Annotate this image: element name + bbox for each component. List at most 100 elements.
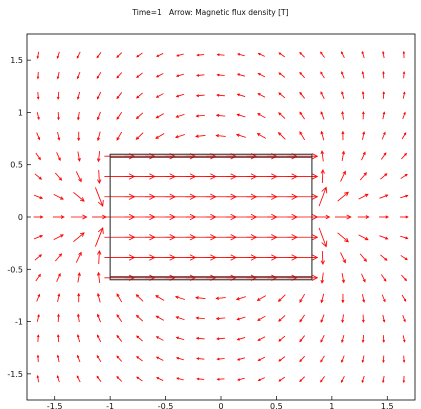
field-arrow xyxy=(237,53,245,57)
field-arrow xyxy=(402,375,406,384)
field-arrow xyxy=(56,51,60,59)
field-arrow xyxy=(136,72,143,78)
field-arrow xyxy=(340,252,346,264)
field-arrow xyxy=(379,215,390,219)
field-arrow xyxy=(402,314,406,323)
field-arrow xyxy=(320,150,325,162)
field-arrow xyxy=(315,214,331,220)
field-arrow xyxy=(155,295,165,301)
field-arrow xyxy=(175,73,185,78)
field-arrow xyxy=(135,314,144,322)
field-arrow xyxy=(116,355,123,362)
field-arrow xyxy=(96,131,101,142)
field-arrow xyxy=(53,193,64,200)
field-arrow xyxy=(382,355,385,364)
field-arrow xyxy=(381,294,386,303)
field-arrow xyxy=(116,112,123,120)
field-arrow xyxy=(216,53,225,57)
y-tick-label: 0.5 xyxy=(10,161,23,170)
field-arrow xyxy=(257,356,266,361)
field-arrow xyxy=(382,375,385,384)
field-arrow xyxy=(174,295,186,300)
field-arrow xyxy=(257,93,266,98)
field-arrow xyxy=(299,71,305,79)
field-arrow xyxy=(358,234,369,241)
field-arrow xyxy=(341,150,346,161)
field-arrow xyxy=(361,314,365,323)
field-arrow xyxy=(401,132,407,140)
field-arrow xyxy=(97,250,102,265)
field-arrow xyxy=(155,113,164,119)
field-arrow xyxy=(358,193,369,200)
field-arrow xyxy=(36,51,40,59)
field-arrow xyxy=(402,71,406,79)
field-arrow xyxy=(237,377,245,381)
field-arrow xyxy=(36,112,40,121)
field-arrow xyxy=(156,53,164,57)
field-arrow xyxy=(36,92,40,100)
field-arrow xyxy=(402,355,406,363)
field-arrow xyxy=(176,53,184,57)
field-arrow xyxy=(320,51,325,58)
field-arrow xyxy=(341,375,345,383)
field-arrow xyxy=(77,131,81,142)
field-arrow xyxy=(320,130,325,141)
field-arrow xyxy=(382,335,386,343)
field-arrow xyxy=(341,91,345,100)
field-arrow xyxy=(382,91,386,99)
field-arrow xyxy=(341,334,345,343)
field-arrow xyxy=(35,152,41,161)
field-arrow xyxy=(337,191,349,202)
field-arrow xyxy=(155,315,164,321)
field-arrow xyxy=(362,131,366,140)
field-arrow xyxy=(361,355,365,364)
field-arrow xyxy=(320,376,325,383)
field-arrow xyxy=(382,50,385,59)
field-arrow xyxy=(361,375,365,384)
field-arrow xyxy=(257,336,266,341)
field-arrow xyxy=(402,50,406,59)
field-arrow xyxy=(380,152,387,160)
field-arrow xyxy=(54,253,63,262)
field-arrow xyxy=(340,170,346,182)
field-arrow xyxy=(96,71,102,79)
field-arrow xyxy=(362,294,366,303)
field-arrow xyxy=(361,50,365,59)
field-arrow xyxy=(215,134,226,138)
field-arrow xyxy=(56,375,60,383)
field-arrow xyxy=(136,356,143,362)
field-arrow xyxy=(56,273,61,282)
field-arrow xyxy=(236,113,246,118)
field-arrow xyxy=(195,336,205,340)
field-arrow xyxy=(75,251,82,263)
field-arrow xyxy=(57,131,61,141)
field-arrow xyxy=(76,334,81,343)
field-arrow xyxy=(73,192,85,202)
field-arrow xyxy=(256,133,266,139)
field-arrow xyxy=(195,296,206,300)
field-arrow xyxy=(116,52,123,58)
field-arrow xyxy=(401,274,408,282)
field-arrow xyxy=(382,111,386,120)
field-arrow xyxy=(116,376,123,382)
field-arrow xyxy=(97,169,102,184)
field-arrow xyxy=(155,73,164,78)
field-arrow xyxy=(236,73,245,77)
field-arrow xyxy=(215,316,226,321)
field-arrow xyxy=(54,172,63,181)
field-arrow xyxy=(380,274,387,282)
field-arrow xyxy=(35,273,41,282)
field-arrow xyxy=(56,71,60,80)
field-arrow xyxy=(77,292,81,303)
field-arrow xyxy=(257,315,266,321)
field-arrow xyxy=(379,194,389,199)
field-arrow xyxy=(379,235,389,240)
field-arrow xyxy=(33,194,44,200)
field-arrow xyxy=(135,294,144,302)
field-arrow xyxy=(257,377,265,382)
field-arrow xyxy=(401,152,408,160)
field-arrow xyxy=(299,111,305,120)
field-arrow xyxy=(359,172,367,181)
x-axis: -1.5 -1 -0.5 0 0.5 1 1.5 xyxy=(47,396,394,409)
